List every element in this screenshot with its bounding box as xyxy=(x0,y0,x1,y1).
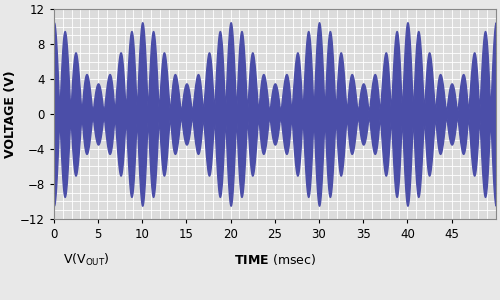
Y-axis label: VOLTAGE (V): VOLTAGE (V) xyxy=(4,70,17,158)
Text: V(V$_{\mathregular{OUT}}$): V(V$_{\mathregular{OUT}}$) xyxy=(62,252,110,268)
Text: $\mathbf{TIME}$ (msec): $\mathbf{TIME}$ (msec) xyxy=(234,252,316,267)
